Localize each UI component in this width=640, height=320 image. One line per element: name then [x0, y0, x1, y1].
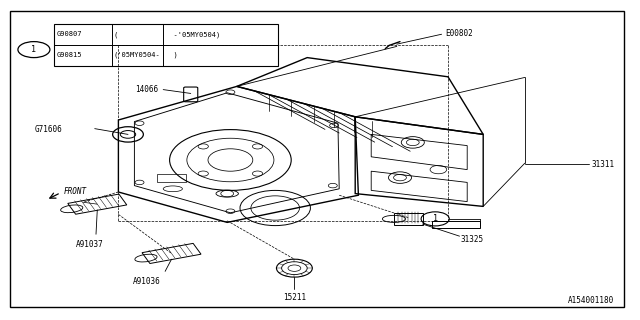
Text: 31325: 31325: [461, 236, 484, 244]
Text: 14066: 14066: [136, 85, 159, 94]
Text: 31311: 31311: [592, 160, 615, 169]
Text: 15211: 15211: [283, 293, 306, 302]
Text: (: (: [114, 31, 118, 38]
Text: E00802: E00802: [445, 29, 472, 38]
Text: A91036: A91036: [133, 277, 161, 286]
Text: G90807: G90807: [57, 31, 83, 37]
Text: ('05MY0504-: ('05MY0504-: [114, 52, 161, 59]
Text: 1: 1: [433, 214, 438, 223]
Text: -'05MY0504): -'05MY0504): [165, 31, 220, 38]
Text: A154001180: A154001180: [568, 296, 614, 305]
Text: 1: 1: [31, 45, 36, 54]
Text: ): ): [165, 52, 178, 59]
Text: G71606: G71606: [35, 125, 63, 134]
Text: A91037: A91037: [76, 240, 104, 249]
Bar: [432, 221, 480, 228]
Bar: [54, 24, 278, 66]
Text: G90815: G90815: [57, 52, 83, 58]
Text: FRONT: FRONT: [64, 188, 87, 196]
